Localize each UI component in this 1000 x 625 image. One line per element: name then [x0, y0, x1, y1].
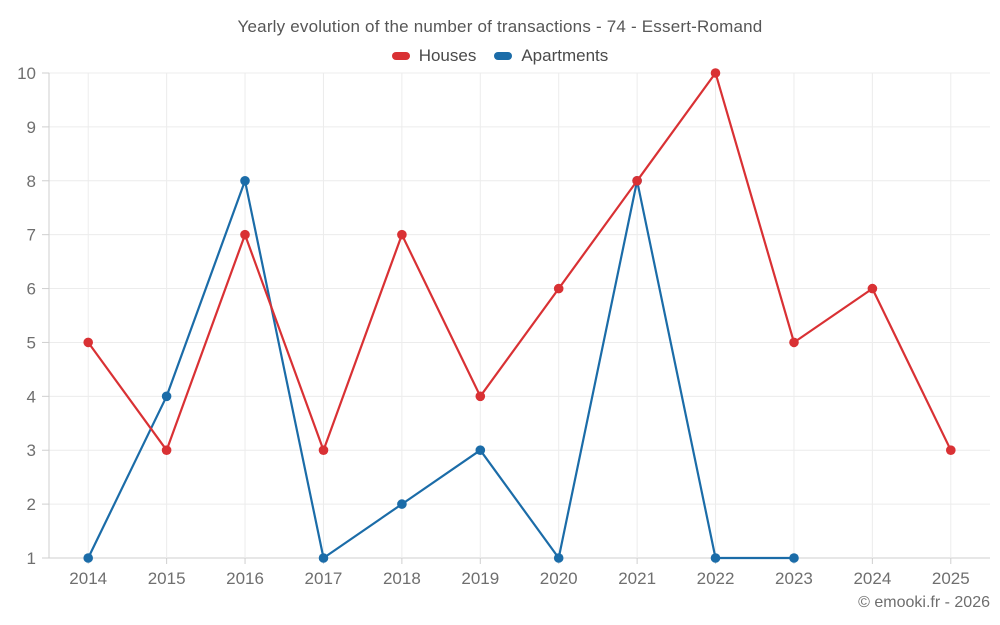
data-point-houses-2021[interactable] [632, 176, 642, 186]
series-line-apartments [87, 179, 796, 560]
y-tick-label: 7 [27, 226, 36, 245]
data-point-houses-2014[interactable] [83, 337, 93, 348]
y-tick-label: 8 [27, 172, 36, 191]
data-point-houses-2018[interactable] [397, 229, 407, 240]
data-point-apartments-2016[interactable] [240, 176, 250, 186]
data-point-houses-2019[interactable] [475, 391, 486, 402]
copyright: © emooki.fr - 2026 [858, 594, 990, 611]
x-tick-label: 2025 [932, 569, 970, 588]
x-tick-label: 2014 [69, 569, 107, 588]
chart-title: Yearly evolution of the number of transa… [237, 17, 763, 36]
data-point-apartments-2019[interactable] [475, 445, 486, 456]
y-tick-label: 6 [27, 280, 36, 299]
legend-item-apartments[interactable]: Apartments [494, 46, 608, 66]
data-point-houses-2017[interactable] [318, 445, 329, 456]
x-tick-label: 2019 [461, 569, 499, 588]
y-tick-label: 3 [27, 441, 36, 460]
data-point-apartments-2014[interactable] [83, 553, 93, 563]
series-line-houses [87, 71, 952, 452]
legend-swatch-apartments [494, 52, 513, 60]
x-tick-label: 2018 [383, 569, 421, 588]
data-point-houses-2015[interactable] [161, 445, 172, 456]
legend-label-apartments: Apartments [521, 46, 609, 65]
y-tick-label: 1 [27, 549, 36, 568]
data-point-houses-2016[interactable] [240, 229, 250, 240]
y-tick-label: 9 [27, 118, 36, 137]
data-point-apartments-2018[interactable] [397, 499, 407, 509]
y-tick-label: 2 [27, 495, 36, 514]
x-tick-label: 2023 [775, 569, 813, 588]
y-tick-label: 5 [27, 333, 36, 352]
y-tick-label: 10 [17, 64, 36, 83]
x-tick-label: 2024 [853, 569, 891, 588]
data-point-houses-2023[interactable] [789, 337, 799, 348]
x-tick-label: 2022 [697, 569, 735, 588]
data-point-apartments-2017[interactable] [318, 553, 329, 563]
data-point-apartments-2015[interactable] [161, 391, 172, 402]
legend-label-houses: Houses [418, 46, 477, 65]
legend: Houses Apartments [0, 46, 1000, 66]
x-tick-label: 2017 [305, 569, 343, 588]
y-tick-label: 4 [27, 387, 36, 406]
x-tick-label: 2015 [148, 569, 186, 588]
data-point-apartments-2020[interactable] [553, 553, 564, 563]
x-tick-label: 2021 [618, 569, 656, 588]
data-point-apartments-2022[interactable] [710, 553, 721, 563]
x-tick-label: 2016 [226, 569, 264, 588]
data-point-houses-2020[interactable] [553, 283, 564, 294]
x-tick-label: 2020 [540, 569, 578, 588]
data-point-houses-2022[interactable] [710, 68, 721, 78]
legend-swatch-houses [391, 52, 410, 60]
data-point-apartments-2023[interactable] [789, 553, 799, 563]
data-point-houses-2025[interactable] [946, 445, 956, 456]
legend-item-houses[interactable]: Houses [391, 46, 477, 66]
data-point-houses-2024[interactable] [867, 283, 878, 294]
